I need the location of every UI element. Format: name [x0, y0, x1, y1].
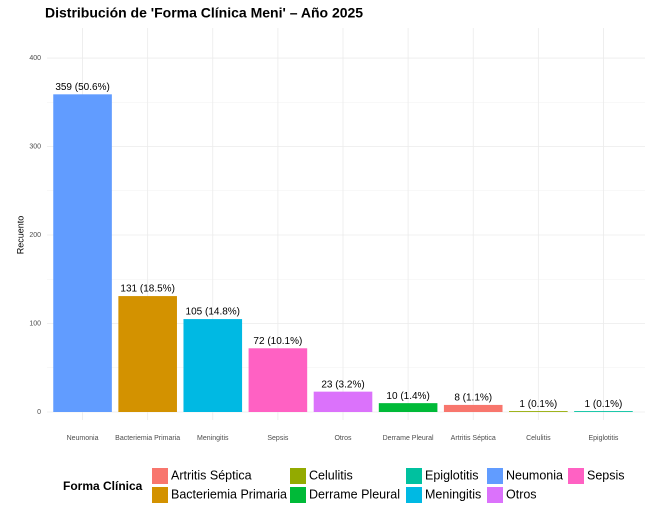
y-tick-label: 400 — [29, 55, 41, 62]
legend-label: Neumonia — [506, 468, 563, 482]
bar — [248, 348, 308, 412]
legend-key — [152, 468, 168, 484]
legend-label: Meningitis — [425, 487, 481, 501]
value-label: 72 (10.1%) — [253, 336, 302, 347]
legend-label: Artritis Séptica — [171, 468, 252, 482]
bar — [574, 411, 633, 412]
legend-label: Derrame Pleural — [309, 487, 400, 501]
x-tick-label: Neumonia — [67, 435, 99, 442]
y-tick-label: 200 — [29, 232, 41, 239]
legend-label: Celulitis — [309, 468, 353, 482]
value-label: 23 (3.2%) — [321, 379, 364, 390]
x-tick-label: Sepsis — [267, 435, 289, 442]
legend-key — [487, 487, 503, 503]
x-tick-label: Meningitis — [197, 435, 229, 442]
value-label: 131 (18.5%) — [120, 284, 174, 295]
x-tick-label: Celulitis — [526, 435, 551, 442]
bar — [443, 404, 503, 412]
y-tick-label: 0 — [37, 409, 41, 416]
value-label: 8 (1.1%) — [454, 393, 492, 404]
legend-key — [290, 487, 306, 503]
chart-title: Distribución de 'Forma Clínica Meni' – A… — [45, 5, 363, 21]
value-label: 359 (50.6%) — [55, 82, 109, 93]
legend-key — [290, 468, 306, 484]
y-tick-label: 100 — [29, 320, 41, 327]
x-tick-label: Bacteriemia Primaria — [115, 435, 180, 442]
y-tick-label: 300 — [29, 143, 41, 150]
value-label: 1 (0.1%) — [519, 399, 557, 410]
x-tick-label: Otros — [334, 435, 352, 442]
legend-label: Epiglotitis — [425, 468, 479, 482]
x-tick-label: Derrame Pleural — [383, 435, 434, 442]
y-axis-title: Recuento — [15, 216, 25, 255]
legend-label: Otros — [506, 487, 537, 501]
legend-key — [406, 468, 422, 484]
x-tick-label: Epiglotitis — [588, 435, 618, 442]
legend-key — [406, 487, 422, 503]
bar — [313, 391, 373, 412]
bar — [183, 319, 243, 412]
legend-label: Sepsis — [587, 468, 625, 482]
value-label: 105 (14.8%) — [186, 307, 240, 318]
bar — [509, 411, 568, 412]
legend-label: Bacteriemia Primaria — [171, 487, 287, 501]
legend-key — [152, 487, 168, 503]
legend-key — [487, 468, 503, 484]
legend-title: Forma Clínica — [63, 479, 143, 493]
bar — [378, 403, 438, 412]
value-label: 10 (1.4%) — [386, 391, 429, 402]
bar — [118, 296, 177, 412]
value-label: 1 (0.1%) — [585, 399, 623, 410]
x-tick-label: Artritis Séptica — [451, 435, 496, 442]
bar — [53, 94, 112, 412]
legend-key — [568, 468, 584, 484]
